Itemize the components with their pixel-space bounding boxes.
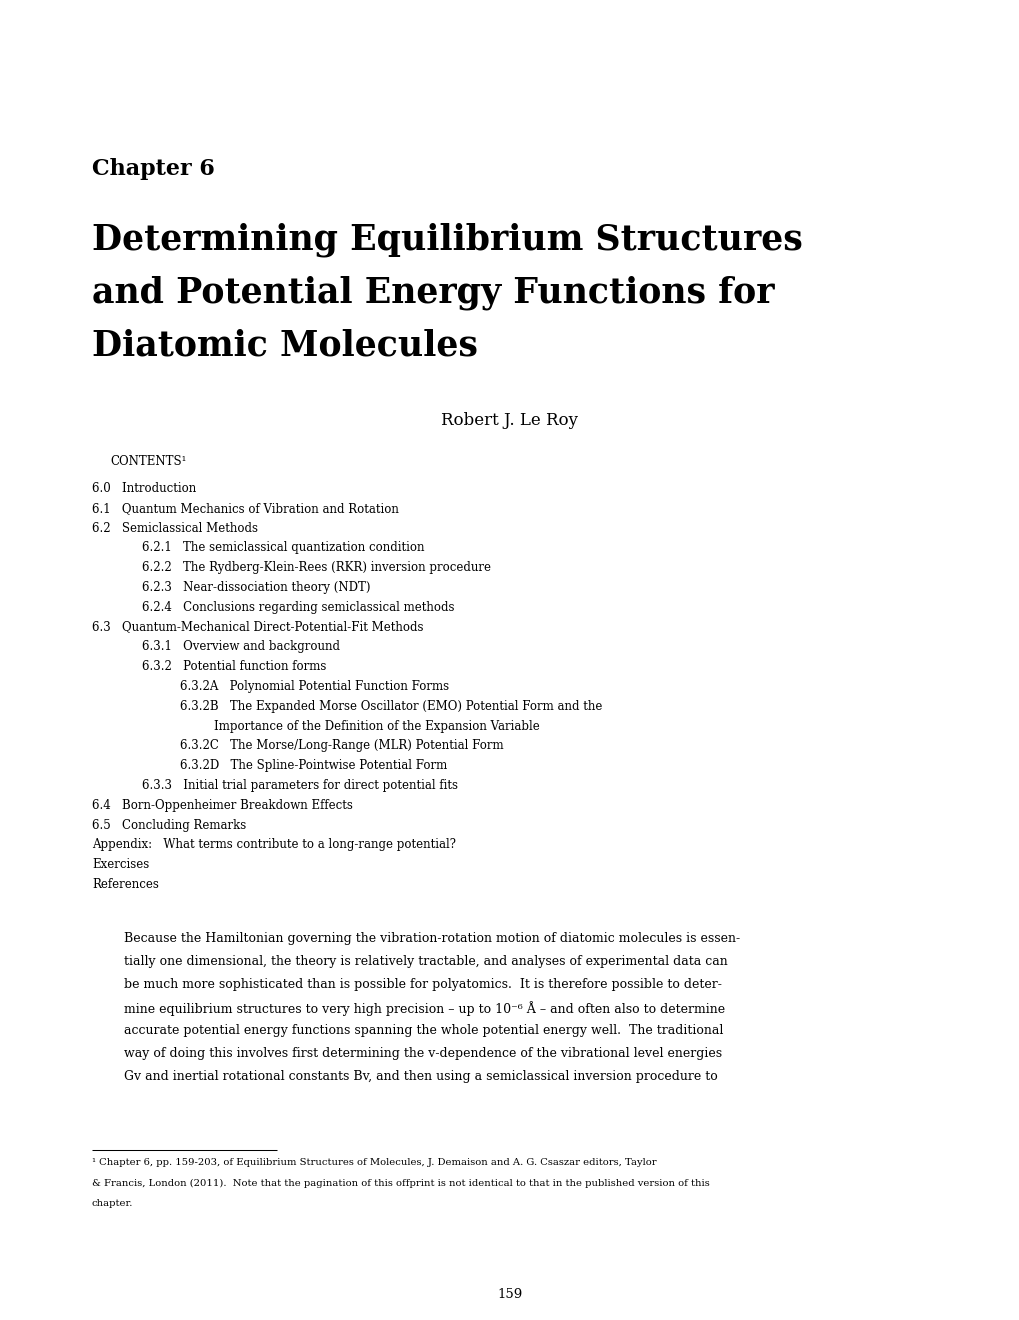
Text: and Potential Energy Functions for: and Potential Energy Functions for	[92, 276, 773, 310]
Text: 6.3.2C   The Morse/Long-Range (MLR) Potential Form: 6.3.2C The Morse/Long-Range (MLR) Potent…	[179, 739, 503, 752]
Text: Chapter 6: Chapter 6	[92, 158, 215, 180]
Text: 6.3   Quantum-Mechanical Direct-Potential-Fit Methods: 6.3 Quantum-Mechanical Direct-Potential-…	[92, 620, 423, 634]
Text: Robert J. Le Roy: Robert J. Le Roy	[441, 412, 578, 429]
Text: 159: 159	[497, 1288, 522, 1302]
Text: accurate potential energy functions spanning the whole potential energy well.  T: accurate potential energy functions span…	[124, 1024, 722, 1038]
Text: way of doing this involves first determining the v-dependence of the vibrational: way of doing this involves first determi…	[124, 1047, 721, 1060]
Text: Exercises: Exercises	[92, 858, 149, 871]
Text: 6.1   Quantum Mechanics of Vibration and Rotation: 6.1 Quantum Mechanics of Vibration and R…	[92, 502, 398, 515]
Text: Diatomic Molecules: Diatomic Molecules	[92, 329, 478, 363]
Text: 6.3.2B   The Expanded Morse Oscillator (EMO) Potential Form and the: 6.3.2B The Expanded Morse Oscillator (EM…	[179, 700, 602, 713]
Text: 6.0   Introduction: 6.0 Introduction	[92, 482, 196, 495]
Text: mine equilibrium structures to very high precision – up to 10⁻⁶ Å – and often al: mine equilibrium structures to very high…	[124, 1001, 725, 1016]
Text: chapter.: chapter.	[92, 1199, 133, 1208]
Text: ¹ Chapter 6, pp. 159-203, of Equilibrium Structures of Molecules, J. Demaison an: ¹ Chapter 6, pp. 159-203, of Equilibrium…	[92, 1158, 656, 1167]
Text: 6.2.3   Near-dissociation theory (NDT): 6.2.3 Near-dissociation theory (NDT)	[142, 581, 370, 594]
Text: 6.4   Born-Oppenheimer Breakdown Effects: 6.4 Born-Oppenheimer Breakdown Effects	[92, 799, 353, 812]
Text: 6.5   Concluding Remarks: 6.5 Concluding Remarks	[92, 818, 246, 832]
Text: 6.2.4   Conclusions regarding semiclassical methods: 6.2.4 Conclusions regarding semiclassica…	[142, 601, 454, 614]
Text: Gv and inertial rotational constants Bv, and then using a semiclassical inversio: Gv and inertial rotational constants Bv,…	[124, 1071, 717, 1082]
Text: CONTENTS¹: CONTENTS¹	[110, 455, 186, 469]
Text: 6.3.2D   The Spline-Pointwise Potential Form: 6.3.2D The Spline-Pointwise Potential Fo…	[179, 759, 446, 772]
Text: & Francis, London (2011).  Note that the pagination of this offprint is not iden: & Francis, London (2011). Note that the …	[92, 1179, 709, 1188]
Text: be much more sophisticated than is possible for polyatomics.  It is therefore po: be much more sophisticated than is possi…	[124, 978, 721, 991]
Text: tially one dimensional, the theory is relatively tractable, and analyses of expe: tially one dimensional, the theory is re…	[124, 954, 727, 968]
Text: 6.2   Semiclassical Methods: 6.2 Semiclassical Methods	[92, 521, 258, 535]
Text: Because the Hamiltonian governing the vibration-rotation motion of diatomic mole: Because the Hamiltonian governing the vi…	[124, 932, 740, 945]
Text: 6.2.1   The semiclassical quantization condition: 6.2.1 The semiclassical quantization con…	[142, 541, 424, 554]
Text: 6.3.3   Initial trial parameters for direct potential fits: 6.3.3 Initial trial parameters for direc…	[142, 779, 458, 792]
Text: 6.3.2A   Polynomial Potential Function Forms: 6.3.2A Polynomial Potential Function For…	[179, 680, 448, 693]
Text: 6.3.2   Potential function forms: 6.3.2 Potential function forms	[142, 660, 326, 673]
Text: References: References	[92, 878, 159, 891]
Text: Appendix:   What terms contribute to a long-range potential?: Appendix: What terms contribute to a lon…	[92, 838, 455, 851]
Text: Determining Equilibrium Structures: Determining Equilibrium Structures	[92, 222, 802, 256]
Text: 6.3.1   Overview and background: 6.3.1 Overview and background	[142, 640, 339, 653]
Text: Importance of the Definition of the Expansion Variable: Importance of the Definition of the Expa…	[214, 719, 539, 733]
Text: 6.2.2   The Rydberg-Klein-Rees (RKR) inversion procedure: 6.2.2 The Rydberg-Klein-Rees (RKR) inver…	[142, 561, 490, 574]
